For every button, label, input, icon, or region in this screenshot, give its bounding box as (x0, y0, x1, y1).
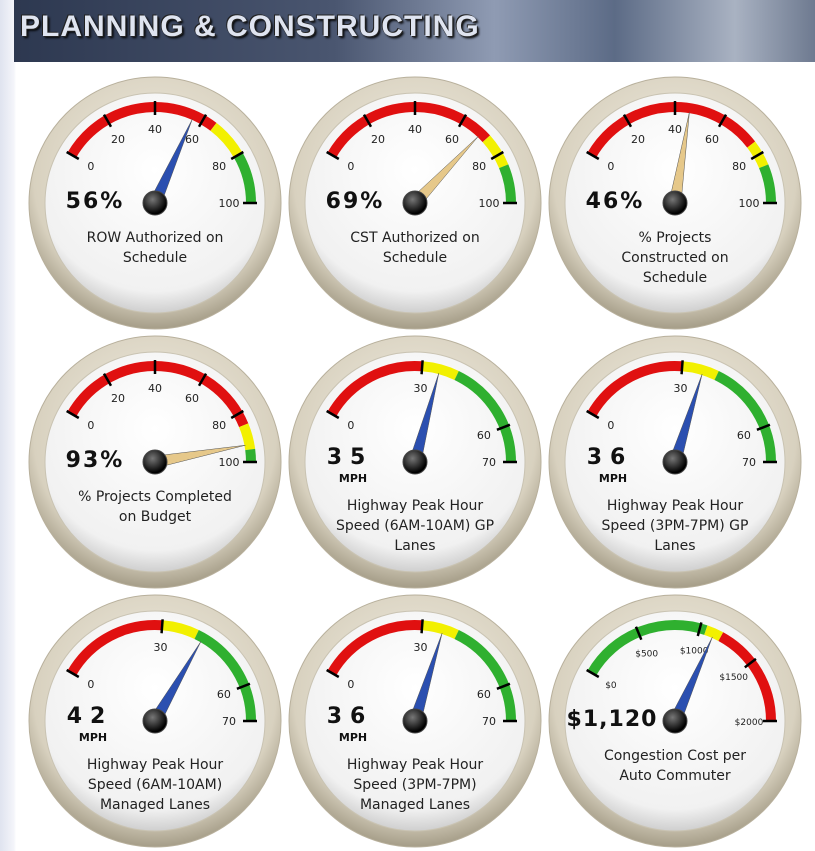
needle-hub (403, 709, 427, 733)
gauge-title: CST Authorized on Schedule (335, 228, 495, 268)
needle-hub (143, 709, 167, 733)
tick-label: 60 (737, 429, 751, 442)
tick-label: 100 (739, 197, 760, 210)
gauge: 0 20 40 60 80 100 93% % Projects Completed on B… (25, 332, 285, 591)
gauge-svg: 0 20 40 60 80 100 56% (25, 73, 285, 332)
needle-hub (143, 450, 167, 474)
value-label: 69% (326, 189, 385, 214)
tick-label: 0 (347, 419, 354, 432)
gauge-title: % Projects Completed on Budget (75, 487, 235, 527)
gauge-svg: 0 20 40 60 80 100 93% (25, 332, 285, 591)
tick-label: 100 (219, 456, 240, 469)
gauge: 0 20 40 60 80 100 46% % Projects Constructed on… (545, 73, 805, 332)
tick-mark (682, 360, 683, 374)
tick-label: 60 (185, 133, 199, 146)
gauge-title: ROW Authorized on Schedule (75, 228, 235, 268)
tick-mark (422, 619, 423, 633)
tick-label: 80 (472, 160, 486, 173)
needle-hub (663, 709, 687, 733)
tick-label: 30 (154, 641, 168, 654)
value-label: 36 (587, 445, 634, 470)
value-label: 93% (66, 448, 125, 473)
tick-label: 30 (414, 382, 428, 395)
tick-label: $500 (635, 650, 658, 660)
tick-label: 70 (742, 456, 756, 469)
tick-label: 30 (414, 641, 428, 654)
header: PLANNING & CONSTRUCTING (14, 0, 815, 62)
gauge-title: Highway Peak Hour Speed (3PM-7PM) Manage… (335, 755, 495, 815)
tick-label: 80 (212, 160, 226, 173)
tick-label: 70 (482, 715, 496, 728)
tick-label: 30 (674, 382, 688, 395)
gauge: 0 30 60 70 35 MPH Highway Peak Hour Speed (6AM… (285, 332, 545, 591)
tick-label: 60 (445, 133, 459, 146)
tick-label: 80 (732, 160, 746, 173)
unit-label: MPH (599, 472, 627, 485)
value-label: 56% (66, 189, 125, 214)
gauge: 0 30 60 70 42 MPH Highway Peak Hour Speed (6AM… (25, 591, 285, 850)
gauge: 0 20 40 60 80 100 69% CST Authorized on Schedul… (285, 73, 545, 332)
page: PLANNING & CONSTRUCTING 0 20 40 60 80 100 56% R… (0, 0, 815, 851)
value-label: 36 (327, 704, 374, 729)
tick-label: 80 (212, 419, 226, 432)
tick-label: $0 (605, 681, 617, 691)
color-band (250, 449, 251, 462)
tick-mark (422, 360, 423, 374)
needle-hub (403, 191, 427, 215)
needle-hub (403, 450, 427, 474)
value-label: $1,120 (567, 707, 658, 732)
needle-hub (143, 191, 167, 215)
tick-label: 60 (477, 688, 491, 701)
tick-label: 40 (148, 123, 162, 136)
gauge-title: % Projects Constructed on Schedule (595, 228, 755, 288)
gauge-svg: $0$500$1000$1500$2000$1,120 (545, 591, 805, 850)
tick-label: 60 (477, 429, 491, 442)
value-label: 42 (67, 704, 114, 729)
tick-label: 0 (607, 419, 614, 432)
gauge-title: Highway Peak Hour Speed (3PM-7PM) GP Lan… (595, 496, 755, 556)
tick-label: 70 (482, 456, 496, 469)
tick-label: 0 (347, 160, 354, 173)
gauge: 0 30 60 70 36 MPH Highway Peak Hour Speed (3PM… (285, 591, 545, 850)
tick-label: 40 (408, 123, 422, 136)
gauge: 0 20 40 60 80 100 56% ROW Authorized on Schedul… (25, 73, 285, 332)
tick-label: 60 (705, 133, 719, 146)
gauge-svg: 0 20 40 60 80 100 69% (285, 73, 545, 332)
header-title: PLANNING & CONSTRUCTING (20, 10, 480, 44)
needle-hub (663, 191, 687, 215)
tick-label: 0 (347, 678, 354, 691)
unit-label: MPH (339, 472, 367, 485)
gauge-title: Highway Peak Hour Speed (6AM-10AM) Manag… (75, 755, 235, 815)
value-label: 46% (586, 189, 645, 214)
gauge-svg: 0 20 40 60 80 100 46% (545, 73, 805, 332)
tick-label: 100 (219, 197, 240, 210)
tick-label: $2000 (735, 718, 764, 728)
color-band (706, 630, 721, 637)
tick-label: 100 (479, 197, 500, 210)
tick-label: 0 (607, 160, 614, 173)
tick-label: 0 (87, 160, 94, 173)
tick-label: 0 (87, 419, 94, 432)
tick-label: 70 (222, 715, 236, 728)
gauge: 0 30 60 70 36 MPH Highway Peak Hour Speed (3PM… (545, 332, 805, 591)
tick-label: $1500 (719, 673, 748, 683)
needle-hub (663, 450, 687, 474)
unit-label: MPH (79, 731, 107, 744)
tick-label: 20 (371, 133, 385, 146)
tick-label: 0 (87, 678, 94, 691)
tick-label: 60 (217, 688, 231, 701)
tick-label: 20 (111, 392, 125, 405)
tick-label: 20 (631, 133, 645, 146)
value-label: 35 (327, 445, 374, 470)
tick-label: 40 (668, 123, 682, 136)
tick-mark (162, 619, 163, 633)
tick-label: 60 (185, 392, 199, 405)
tick-label: 20 (111, 133, 125, 146)
tick-label: 40 (148, 382, 162, 395)
gauge-title: Congestion Cost per Auto Commuter (595, 746, 755, 786)
color-band (244, 425, 250, 449)
unit-label: MPH (339, 731, 367, 744)
gauge-title: Highway Peak Hour Speed (6AM-10AM) GP La… (335, 496, 495, 556)
